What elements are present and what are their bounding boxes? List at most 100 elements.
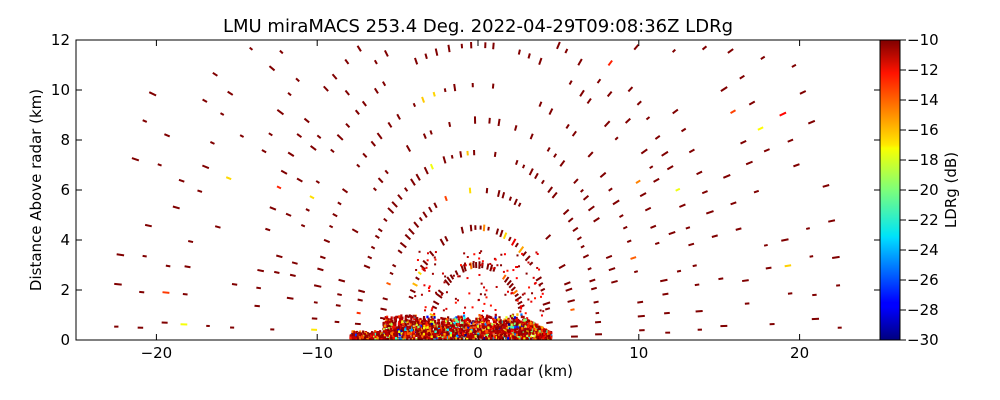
ldr-echo [436, 334, 439, 338]
ldr-echo [414, 315, 417, 318]
ldr-echo [484, 337, 488, 340]
ldr-echo [532, 322, 535, 326]
ldr-echo [437, 332, 440, 335]
ldr-echo [487, 332, 490, 336]
ldr-echo [530, 322, 533, 326]
ldr-echo [516, 322, 519, 326]
ldr-echo [779, 111, 787, 117]
ldr-echo [538, 101, 543, 107]
ldr-echo [291, 261, 298, 265]
ldr-echo [664, 311, 670, 315]
ldr-echo [516, 337, 519, 340]
ldr-echo [672, 108, 679, 115]
ldr-echo [422, 259, 429, 266]
ldr-echo [603, 120, 611, 128]
ldr-echo [503, 332, 507, 336]
ldr-echo [457, 275, 460, 278]
ldr-echo [419, 264, 426, 271]
ldr-echo [496, 264, 499, 267]
ldr-echo [388, 324, 391, 328]
ldr-echo [639, 192, 647, 198]
plot-frame [75, 39, 881, 341]
ldr-echo [449, 334, 452, 337]
ldr-echo [395, 326, 398, 330]
ldr-echo [352, 337, 355, 340]
ldr-echo [470, 326, 473, 330]
ldr-echo [748, 100, 756, 106]
ldr-echo [705, 210, 714, 215]
ldr-echo [415, 173, 421, 181]
ldr-echo [407, 319, 410, 323]
ldr-echo [395, 333, 398, 336]
ldr-echo [425, 326, 428, 329]
ldr-echo [382, 81, 387, 87]
ldr-echo [449, 318, 452, 321]
ldr-echo [386, 322, 389, 325]
ldr-echo [533, 327, 536, 331]
ldr-echo [580, 188, 584, 193]
ldr-echo [499, 321, 502, 325]
ldr-echo [530, 332, 534, 336]
ldr-echo [452, 318, 455, 322]
ldr-echo [500, 328, 503, 332]
ldr-echo [505, 324, 508, 328]
ldr-echo [460, 324, 463, 327]
ldr-echo [531, 321, 534, 324]
ldr-echo [406, 334, 409, 337]
ldr-echo [440, 293, 443, 296]
ldr-echo [372, 187, 377, 192]
ldr-echo [520, 315, 523, 319]
ldr-echo [524, 327, 527, 331]
ldr-echo [362, 337, 365, 340]
ldr-echo [528, 261, 534, 266]
ldr-echo [184, 265, 191, 269]
ldr-echo [419, 337, 423, 340]
ldr-echo [452, 330, 455, 333]
ldr-echo [680, 127, 687, 133]
ldr-echo [524, 325, 527, 328]
ldr-echo [637, 314, 645, 318]
ldr-echo [553, 153, 558, 158]
ldr-echo [441, 320, 444, 324]
y-tick-label: 4 [60, 231, 70, 249]
ldr-echo [571, 130, 577, 137]
ldr-echo [548, 331, 551, 334]
ldr-echo [472, 322, 475, 325]
ldr-echo [497, 330, 500, 334]
ldr-echo [484, 293, 487, 296]
ldr-echo [411, 322, 414, 326]
ldr-echo [510, 286, 516, 292]
ldr-echo [431, 305, 438, 310]
ldr-echo [453, 321, 456, 325]
ldr-echo [372, 333, 375, 336]
ldr-echo [390, 316, 393, 319]
ldr-echo [356, 163, 361, 168]
ldr-echo [587, 205, 595, 212]
ldr-echo [532, 321, 535, 325]
ldr-echo [370, 245, 376, 250]
ldr-echo [412, 102, 417, 108]
ldr-echo [410, 317, 413, 321]
ldr-echo [514, 293, 519, 298]
ldr-echo [547, 334, 551, 338]
ldr-echo [366, 332, 369, 335]
ldr-echo [490, 331, 493, 335]
ldr-echo [419, 320, 422, 323]
ldr-echo [276, 254, 283, 259]
ldr-echo [437, 289, 444, 295]
ldr-echo [510, 238, 517, 246]
ldr-echo [500, 264, 503, 267]
ldr-echo [428, 324, 431, 328]
ldr-echo [624, 117, 631, 124]
ldr-echo [447, 325, 450, 329]
ldr-echo [385, 318, 388, 322]
ldr-echo [443, 320, 447, 323]
ldr-echo [296, 133, 303, 138]
ldr-echo [486, 263, 490, 270]
ldr-echo [438, 332, 442, 336]
ldr-echo [479, 293, 482, 296]
ldr-echo [403, 330, 406, 334]
ldr-echo [249, 46, 254, 51]
ldr-echo [429, 333, 432, 337]
ldr-echo [433, 202, 438, 209]
